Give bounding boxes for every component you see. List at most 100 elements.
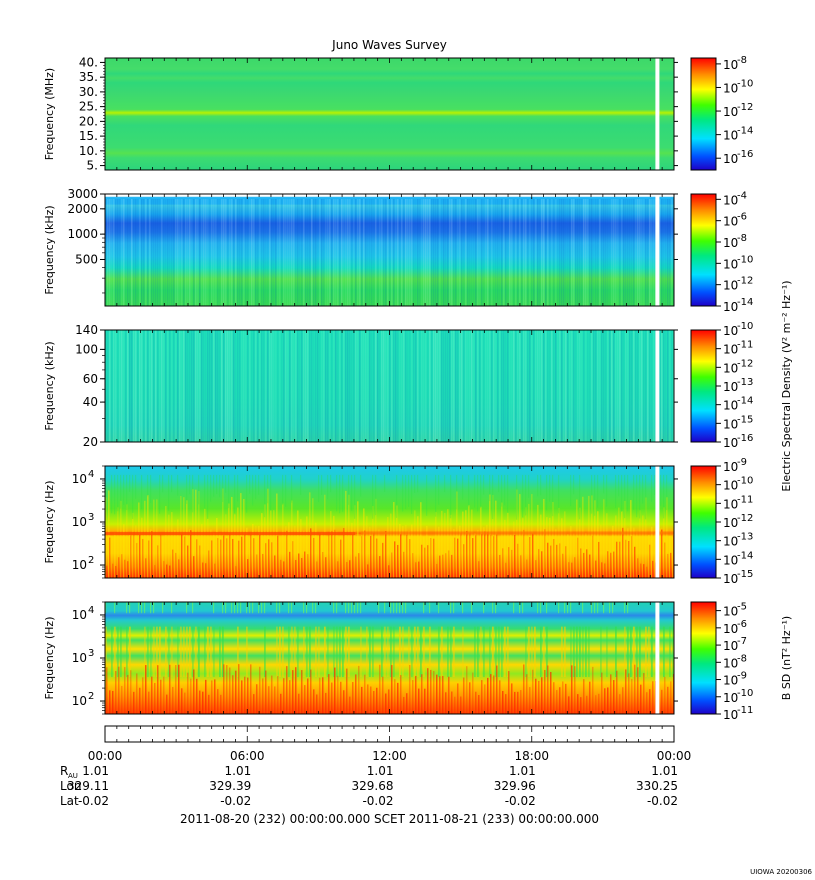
- streak: [145, 665, 147, 714]
- streak: [669, 535, 671, 578]
- streak: [528, 503, 530, 578]
- streak: [309, 330, 311, 442]
- streak: [299, 199, 301, 306]
- y-tick-label: 10: [72, 694, 87, 708]
- streak: [567, 534, 569, 578]
- streak: [619, 199, 621, 306]
- y-tick-label: 30.: [79, 85, 98, 99]
- streak: [531, 494, 533, 578]
- streak: [443, 330, 445, 442]
- streak: [501, 330, 503, 442]
- streak: [454, 696, 456, 714]
- streak: [339, 199, 341, 306]
- streak: [306, 516, 308, 578]
- streak: [409, 665, 411, 714]
- streak: [526, 674, 528, 714]
- streak: [307, 554, 309, 578]
- streak: [420, 502, 422, 578]
- streak: [396, 602, 398, 614]
- streak: [201, 524, 203, 578]
- streak: [270, 474, 272, 511]
- streak: [184, 692, 186, 714]
- streak: [289, 330, 291, 442]
- streak: [329, 199, 331, 306]
- streak: [443, 199, 445, 306]
- colorbar-tick-label: 10: [723, 656, 738, 670]
- streak: [189, 330, 191, 442]
- colorbar-tick-label: 10: [723, 460, 738, 474]
- streak: [148, 691, 150, 714]
- streak: [342, 626, 344, 678]
- streak: [213, 199, 215, 306]
- streak: [587, 199, 589, 306]
- streak: [385, 693, 387, 714]
- streak: [210, 529, 212, 578]
- streak: [540, 514, 542, 578]
- streak: [249, 537, 251, 578]
- streak: [666, 474, 668, 511]
- streak: [219, 626, 221, 678]
- colorbar-tick-exponent: -10: [737, 254, 753, 265]
- streak: [153, 199, 155, 306]
- streak: [342, 538, 344, 578]
- streak: [535, 560, 537, 578]
- y-tick-label: 10.: [79, 144, 98, 158]
- streak: [177, 330, 179, 442]
- streak: [121, 199, 123, 306]
- streak: [136, 673, 138, 714]
- streak: [247, 677, 249, 714]
- streak: [663, 474, 665, 519]
- streak: [192, 602, 194, 614]
- streak: [624, 602, 626, 614]
- streak: [209, 199, 211, 306]
- streak: [127, 674, 129, 714]
- streak: [153, 602, 155, 614]
- colorbar-tick-exponent: -8: [737, 653, 747, 664]
- streak: [451, 691, 453, 714]
- streak: [337, 561, 339, 578]
- streak: [585, 533, 587, 578]
- streak: [159, 474, 161, 514]
- streak: [390, 626, 392, 678]
- streak: [453, 330, 455, 442]
- streak: [226, 538, 228, 578]
- streak: [255, 525, 257, 578]
- streak: [231, 330, 233, 442]
- streak: [317, 199, 319, 306]
- streak: [333, 602, 335, 614]
- streak: [193, 556, 195, 578]
- streak: [556, 544, 558, 578]
- streak: [306, 626, 308, 678]
- streak: [178, 559, 180, 578]
- streak: [303, 330, 305, 442]
- streak: [636, 626, 638, 678]
- streak: [479, 199, 481, 306]
- streak: [395, 199, 397, 306]
- streak: [561, 626, 563, 678]
- streak: [624, 626, 626, 678]
- streak: [301, 670, 303, 714]
- streak: [165, 330, 167, 442]
- streak: [483, 199, 485, 306]
- streak: [247, 559, 249, 578]
- streak: [150, 626, 152, 678]
- colorbar-tick-exponent: -12: [737, 102, 753, 113]
- time-tick-label: 00:00: [657, 749, 692, 763]
- streak: [522, 474, 524, 518]
- streak: [621, 199, 623, 306]
- streak: [511, 330, 513, 442]
- streak: [117, 626, 119, 678]
- streak: [559, 199, 561, 306]
- streak: [323, 199, 325, 306]
- streak: [468, 474, 470, 507]
- streak: [462, 626, 464, 678]
- streak: [269, 199, 271, 306]
- y-tick-label: 100: [75, 342, 98, 356]
- streak: [189, 474, 191, 495]
- streak: [297, 330, 299, 442]
- colorbar-3: [690, 329, 717, 443]
- streak: [256, 554, 258, 578]
- streak: [640, 563, 642, 578]
- streak: [527, 330, 529, 442]
- streak: [359, 199, 361, 306]
